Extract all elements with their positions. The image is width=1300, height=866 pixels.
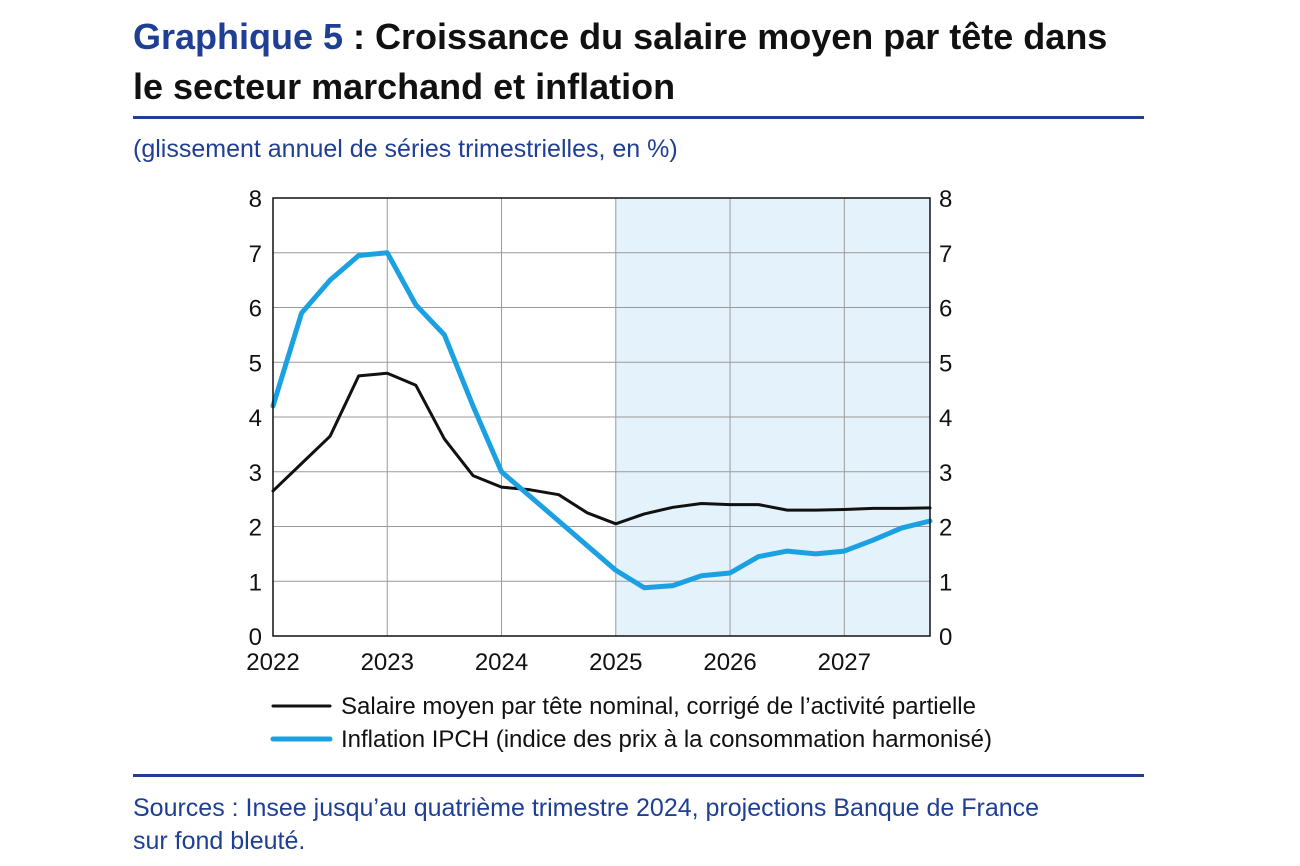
source-line-1: Sources : Insee jusqu’au quatrième trime… [133,794,1040,822]
y-tick-right-7: 7 [939,241,952,268]
x-tick-2023: 2023 [361,649,414,676]
legend: Salaire moyen par tête nominal, corrigé … [270,693,992,753]
y-tick-left-7: 7 [249,241,262,268]
y-tick-left-3: 3 [249,460,262,487]
y-tick-left-6: 6 [249,296,262,323]
y-tick-right-4: 4 [939,405,952,432]
x-axis: 2022 2023 2024 2025 2026 2027 [246,649,871,676]
x-tick-2026: 2026 [703,649,756,676]
y-tick-right-3: 3 [939,460,952,487]
bottom-rule [133,774,1144,777]
y-tick-left-2: 2 [249,515,262,542]
chart-subtitle: (glissement annuel de séries trimestriel… [133,135,678,163]
y-tick-right-1: 1 [939,569,952,596]
y-tick-right-2: 2 [939,515,952,542]
source-note: Sources : Insee jusqu’au quatrième trime… [133,792,1153,858]
chart-number: Graphique 5 [133,16,344,57]
y-tick-right-5: 5 [939,350,952,377]
x-tick-2022: 2022 [246,649,299,676]
x-tick-2024: 2024 [475,649,528,676]
legend-label-wage: Salaire moyen par tête nominal, corrigé … [341,693,976,720]
plot-frame [272,197,931,637]
y-axis-left: 0 1 2 3 4 5 6 7 8 [249,186,262,651]
chart-title: Graphique 5 : Croissance du salaire moye… [133,12,1143,112]
y-tick-right-6: 6 [939,296,952,323]
y-axis-right: 0 1 2 3 4 5 6 7 8 [939,186,952,651]
x-tick-2025: 2025 [589,649,642,676]
legend-label-inflation: Inflation IPCH (indice des prix à la con… [341,726,992,753]
series-line-inflation [270,250,933,591]
y-tick-left-0: 0 [249,624,262,651]
y-tick-left-5: 5 [249,350,262,377]
chart-title-text: : Croissance du salaire moyen par tête d… [133,16,1108,107]
y-tick-right-8: 8 [939,186,952,213]
x-tick-2027: 2027 [818,649,871,676]
top-rule [133,116,1144,119]
y-tick-left-4: 4 [249,405,262,432]
source-line-2: sur fond bleuté. [133,827,306,855]
y-tick-left-1: 1 [249,569,262,596]
series-lines [270,250,933,591]
y-tick-left-8: 8 [249,186,262,213]
series-line-wage [271,371,932,526]
y-tick-right-0: 0 [939,624,952,651]
